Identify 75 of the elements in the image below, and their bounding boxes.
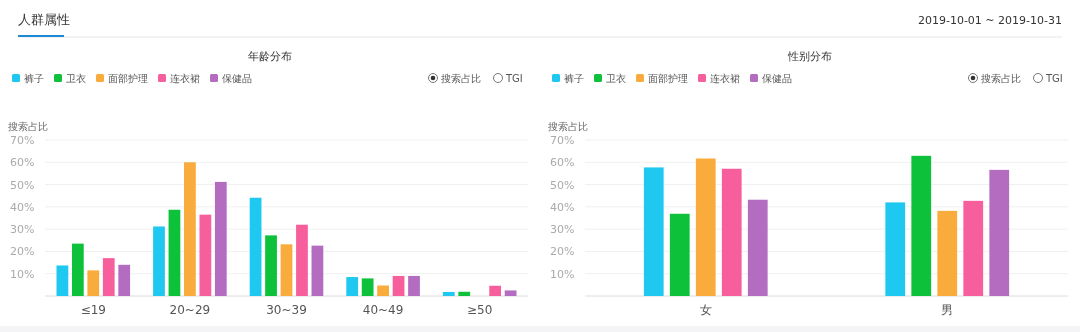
bar — [721, 168, 742, 296]
chart-title: 年龄分布 — [248, 50, 292, 63]
text: TGI — [1045, 73, 1063, 84]
bar — [199, 214, 212, 296]
bar — [442, 291, 455, 296]
bar — [937, 210, 958, 296]
bar — [408, 275, 420, 296]
bar — [989, 169, 1010, 296]
x-tick-label: 40~49 — [362, 303, 404, 317]
bar — [280, 244, 293, 296]
bar — [214, 181, 227, 296]
y-tick-label: 50% — [10, 178, 35, 192]
bar — [489, 285, 502, 296]
bar — [377, 285, 389, 296]
y-tick-label: 40% — [550, 200, 575, 214]
bar — [168, 209, 181, 296]
legend-label: 保健品 — [222, 73, 252, 84]
legend-label: 面部护理 — [648, 73, 688, 84]
bar — [392, 275, 405, 296]
x-tick-label: 30~39 — [266, 303, 307, 317]
y-tick-label: 50% — [550, 178, 575, 192]
bar — [346, 277, 359, 296]
y-tick-label: 20% — [10, 245, 35, 259]
y-tick-label: 20% — [550, 245, 575, 259]
bar — [311, 245, 324, 296]
legend-label: 连衣裙 — [710, 73, 740, 84]
x-tick-label: ≥50 — [467, 303, 493, 317]
y-tick-label: 70% — [550, 134, 575, 147]
y-tick-label: 60% — [10, 156, 35, 170]
bar — [296, 224, 308, 296]
x-tick-label: ≤19 — [80, 303, 106, 317]
x-tick-label: 女 — [699, 303, 712, 317]
bar — [56, 265, 69, 296]
legend-label: 卫衣 — [606, 73, 626, 84]
chart-title: 性别分布 — [787, 50, 832, 63]
text: TGI — [505, 73, 523, 84]
text: 人群属性 — [18, 12, 70, 27]
bar — [249, 197, 262, 296]
y-tick-label: 30% — [10, 223, 35, 237]
bar — [87, 270, 100, 296]
x-tick-label: 20~29 — [169, 303, 211, 317]
text: 2019-10-01 ~ 2019-10-31 — [917, 14, 1062, 27]
bar — [71, 243, 84, 296]
text: 搜索占比 — [441, 73, 481, 84]
y-tick-label: 60% — [550, 156, 575, 170]
bar — [747, 199, 768, 296]
bar — [265, 235, 277, 296]
y-tick-label: 30% — [550, 223, 575, 237]
bar — [911, 155, 932, 296]
legend-label: 裤子 — [564, 73, 584, 84]
bar — [102, 258, 115, 296]
bar — [504, 290, 517, 296]
bar — [669, 213, 690, 296]
bar — [695, 158, 716, 296]
y-axis-title: 搜索占比 — [8, 121, 48, 132]
bar — [643, 167, 664, 296]
x-tick-label: 男 — [941, 303, 954, 317]
bar — [458, 291, 471, 296]
legend-label: 裤子 — [24, 73, 44, 84]
y-tick-label: 10% — [10, 267, 35, 281]
bar — [118, 264, 131, 296]
bar — [361, 278, 374, 296]
bar — [963, 200, 984, 296]
y-tick-label: 70% — [10, 134, 35, 147]
legend-label: 连衣裙 — [170, 73, 200, 84]
legend-label: 面部护理 — [108, 73, 148, 84]
legend-label: 卫衣 — [66, 73, 86, 84]
y-tick-label: 40% — [10, 200, 35, 214]
bar — [153, 226, 165, 296]
y-tick-label: 10% — [550, 267, 575, 281]
legend-label: 保健品 — [762, 73, 792, 84]
bar — [184, 162, 196, 296]
text: 搜索占比 — [981, 73, 1021, 84]
y-axis-title: 搜索占比 — [548, 121, 588, 132]
bar — [885, 202, 906, 296]
